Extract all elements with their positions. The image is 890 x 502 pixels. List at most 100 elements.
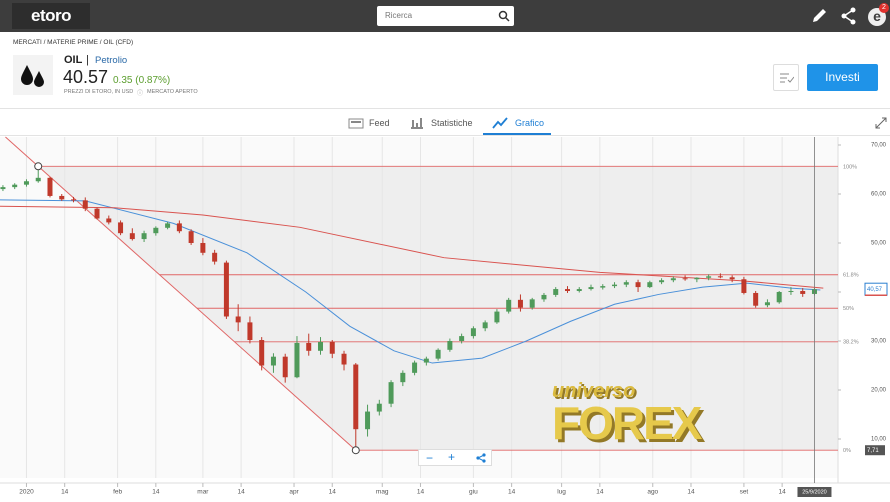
fib-axis-badge bbox=[865, 445, 885, 456]
candle-body bbox=[129, 233, 135, 240]
candle-body bbox=[635, 282, 641, 288]
y-tick-label: 20,00 bbox=[871, 388, 887, 394]
candle-body bbox=[388, 382, 394, 404]
candle-body bbox=[188, 231, 194, 243]
candle-body bbox=[94, 208, 100, 219]
candle-body bbox=[176, 223, 182, 232]
price-change: 0.35 (0.87%) bbox=[113, 75, 171, 86]
candle-body bbox=[447, 340, 453, 350]
candle-body bbox=[153, 227, 159, 234]
candle-body bbox=[423, 358, 429, 363]
candle-body bbox=[118, 222, 124, 234]
fib-axis-label: 7,71 bbox=[867, 448, 879, 454]
market-status: MERCATO APERTO bbox=[147, 89, 198, 95]
candle-body bbox=[12, 184, 18, 188]
watermark: universo bbox=[552, 380, 636, 402]
cursor-label: 25/9/2020 bbox=[802, 489, 826, 495]
zoom-in[interactable]: + bbox=[448, 450, 456, 464]
candle-body bbox=[435, 349, 441, 359]
edit-icon[interactable] bbox=[810, 6, 830, 26]
candle-body bbox=[553, 289, 559, 295]
chart: 2020 14 feb 14 mar 14 apr 14 mag 14 giu 14 lug 14 ago 1… bbox=[0, 136, 890, 497]
x-tick-label: 14 bbox=[329, 489, 337, 496]
candle-body bbox=[753, 292, 759, 306]
candle-body bbox=[329, 341, 335, 354]
feed-icon bbox=[348, 118, 364, 129]
candle-body bbox=[353, 364, 359, 430]
candle-body bbox=[141, 233, 147, 240]
tab-underline bbox=[483, 133, 551, 135]
x-tick-label: 14 bbox=[61, 489, 69, 496]
tab-active[interactable]: Grafico bbox=[515, 118, 545, 128]
candle-body bbox=[223, 262, 229, 317]
candle-body bbox=[788, 291, 794, 293]
search-icon bbox=[498, 10, 510, 22]
share-icon[interactable] bbox=[840, 7, 858, 25]
tab[interactable]: Feed bbox=[369, 118, 390, 128]
cursor-badge bbox=[797, 487, 832, 497]
symbol: OIL bbox=[64, 54, 83, 66]
moving-average bbox=[0, 199, 821, 364]
search-placeholder: Ricerca bbox=[385, 11, 413, 20]
x-tick-label: 2020 bbox=[19, 489, 34, 496]
chart-icon bbox=[492, 117, 508, 129]
candle-body bbox=[494, 311, 500, 323]
logo[interactable]: etoro bbox=[12, 3, 90, 29]
tab[interactable]: Statistiche bbox=[431, 118, 473, 128]
fib-trendline bbox=[5, 136, 357, 451]
y-tick-label: 60,00 bbox=[871, 192, 887, 198]
candle-body bbox=[341, 353, 347, 365]
candle-body bbox=[741, 279, 747, 293]
candle-body bbox=[200, 242, 206, 253]
y-tick-label: 50,00 bbox=[871, 241, 887, 247]
candle-body bbox=[717, 276, 723, 278]
candle-body bbox=[71, 199, 77, 201]
watchlist-button[interactable] bbox=[773, 64, 799, 91]
candle-body bbox=[612, 284, 618, 287]
candle-body bbox=[400, 372, 406, 383]
zoom-out[interactable]: − bbox=[426, 451, 434, 465]
candle-body bbox=[247, 322, 253, 341]
candle-body bbox=[776, 291, 782, 303]
candle-body bbox=[682, 278, 688, 280]
candle-body bbox=[294, 342, 300, 378]
invest-button[interactable]: Investi bbox=[807, 64, 878, 91]
candle-body bbox=[764, 302, 770, 306]
candle-body bbox=[212, 252, 218, 262]
info-icon[interactable]: ⓘ bbox=[137, 91, 144, 97]
moving-average bbox=[0, 205, 824, 289]
candle-body bbox=[706, 276, 712, 278]
notification-badge: 2 bbox=[879, 3, 889, 13]
x-tick-label: 14 bbox=[237, 489, 245, 496]
breadcrumb[interactable]: MERCATI / MATERIE PRIME / OIL (CFD) bbox=[13, 39, 134, 46]
candle-body bbox=[729, 277, 735, 280]
y-tick-label: 70,00 bbox=[871, 143, 887, 149]
candle-body bbox=[376, 403, 382, 412]
candle-body bbox=[59, 195, 65, 200]
x-tick-label: apr bbox=[289, 489, 299, 496]
expand-icon[interactable] bbox=[875, 117, 887, 129]
y-tick-label: 10,00 bbox=[871, 437, 887, 443]
x-tick-label: 14 bbox=[417, 489, 425, 496]
candle-body bbox=[106, 218, 112, 223]
candle-body bbox=[459, 336, 465, 341]
candle-body bbox=[647, 282, 653, 288]
x-tick-label: mag bbox=[376, 489, 389, 496]
search-box[interactable]: Ricerca bbox=[377, 6, 514, 26]
candle-body bbox=[235, 316, 241, 323]
candle-body bbox=[23, 181, 29, 185]
x-tick-label: ago bbox=[647, 489, 658, 496]
candle-body bbox=[282, 356, 288, 378]
candle-body bbox=[365, 411, 371, 430]
fib-anchor bbox=[351, 446, 360, 455]
instrument-icon bbox=[13, 55, 53, 95]
candle-body bbox=[470, 328, 476, 337]
candle-body bbox=[0, 187, 6, 190]
candle-body bbox=[317, 341, 323, 351]
candle-body bbox=[165, 223, 171, 228]
share-chart[interactable] bbox=[476, 453, 486, 463]
price-label: 40,57 bbox=[867, 287, 883, 293]
x-tick-label: mar bbox=[197, 489, 209, 496]
x-tick-label: 14 bbox=[596, 489, 604, 496]
